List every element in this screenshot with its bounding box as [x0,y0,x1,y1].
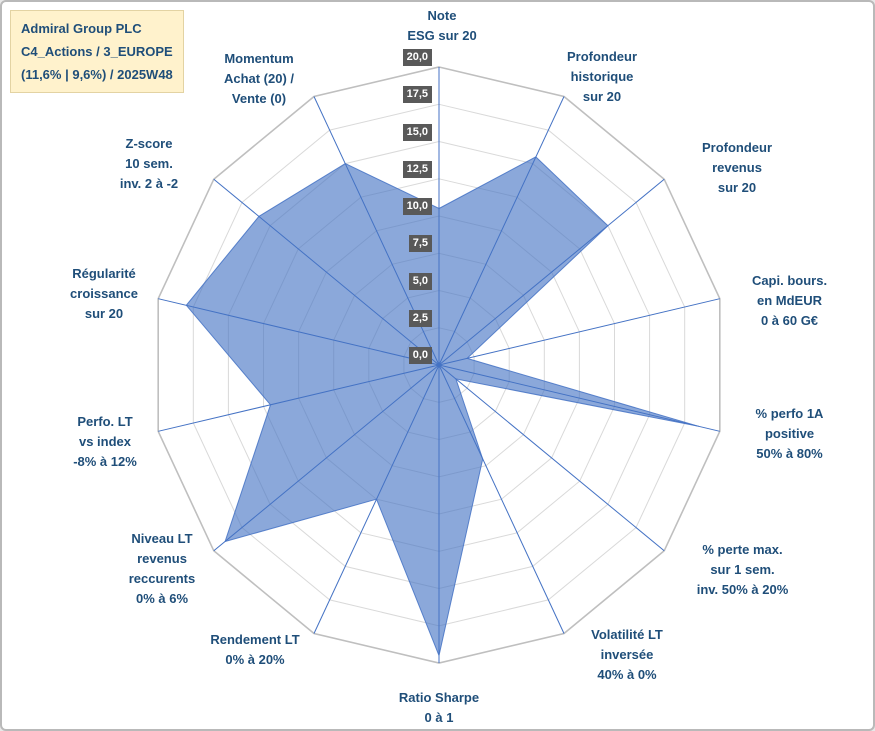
tick-label: 0,0 [408,347,432,364]
axis-label-ratio-sharpe: Ratio Sharpe 0 à 1 [398,690,480,725]
axis-label-prof-revenus: Profondeur revenus sur 20 [701,140,773,195]
tick-label: 2,5 [408,310,432,327]
axis-label-capi-bours: Capi. bours. en MdEUR 0 à 60 G€ [751,273,828,328]
axis-label-perfo-lt-index: Perfo. LT vs index -8% à 12% [73,414,137,469]
axis-label-rendement-lt: Rendement LT 0% à 20% [210,632,300,667]
tick-label: 7,5 [408,235,432,252]
axis-label-niveau-lt: Niveau LT revenus reccurents 0% à 6% [128,531,196,606]
tick-label: 17,5 [402,86,432,103]
axis-label-regularite: Régularité croissance sur 20 [70,266,138,321]
axis-label-perfo-1a: % perfo 1A positive 50% à 80% [755,406,824,461]
tick-label: 15,0 [402,124,432,141]
radar-series [185,156,699,658]
axis-label-prof-historique: Profondeur historique sur 20 [566,49,638,104]
axis-label-momentum: Momentum Achat (20) / Vente (0) [223,51,295,106]
tick-label: 5,0 [408,273,432,290]
axis-spoke [438,364,665,552]
axis-label-perte-max: % perte max. sur 1 sem. inv. 50% à 20% [696,542,789,597]
performance-week: (11,6% | 9,6%) / 2025W48 [21,67,173,82]
axis-label-volatilite-lt: Volatilité LT inversée 40% à 0% [591,627,663,682]
axis-spoke [438,298,720,366]
axis-label-z-score: Z-score 10 sem. inv. 2 à -2 [119,136,179,191]
axis-label-note-esg: Note ESG sur 20 [407,8,477,43]
tick-label: 10,0 [402,198,432,215]
tick-label: 12,5 [402,161,432,178]
portfolio-universe: C4_Actions / 3_EUROPE [21,44,173,59]
tick-label: 20,0 [402,49,432,66]
chart-title-box: Admiral Group PLC C4_Actions / 3_EUROPE … [10,10,184,93]
security-name: Admiral Group PLC [21,21,142,36]
